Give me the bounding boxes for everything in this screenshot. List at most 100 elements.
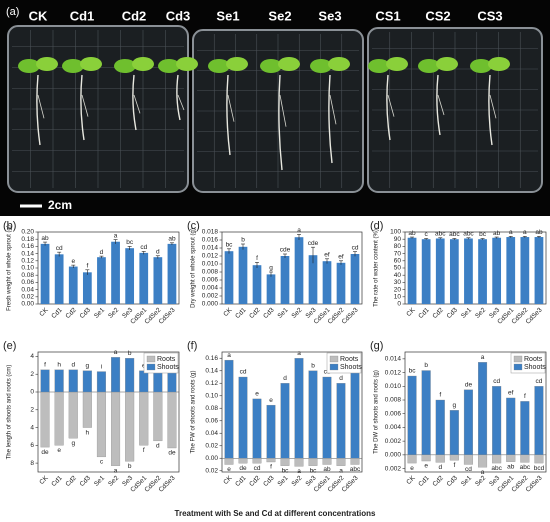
significance-letter: cd [352,244,359,251]
bar [125,391,135,462]
root [488,74,493,146]
y-tick-label: 0.12 [21,258,34,265]
legend-swatch [146,355,156,363]
y-tick-label: 10 [394,294,402,301]
x-tick-label: Se2 [474,306,487,319]
bar [238,458,248,464]
y-tick-label: 0.08 [21,272,34,279]
bar [54,254,64,304]
x-tick-label: Cd1 [50,474,64,488]
photo-label: CK [29,8,48,23]
x-tick-label: Se1 [93,306,106,319]
y-tick-label: 2 [30,406,34,413]
y-axis-title: Fresh weight of whole sprout (g) [7,225,13,311]
y-tick-label: 0.06 [205,417,218,424]
bar [167,391,177,449]
root [133,94,141,114]
y-tick-label: 0.002 [202,293,219,300]
plot-frame [404,351,547,473]
significance-letter: b [424,362,428,369]
bar [125,358,135,393]
y-tick-label: 0.002 [385,438,402,445]
bar [82,391,92,428]
bar [350,254,360,304]
x-tick-label: Cd2 [431,474,445,488]
root [387,94,395,117]
bar [435,454,445,463]
bar [68,266,78,304]
bar [478,239,487,304]
significance-letter: bc [282,467,290,474]
root [132,74,137,131]
bar [407,237,417,304]
significance-letter: abc [435,230,446,237]
bar [125,248,135,304]
y-tick-label: 30 [394,279,402,286]
x-tick-label: Se2 [107,474,120,487]
y-tick-label: 80 [394,243,402,250]
significance-letter: a [481,469,485,476]
significance-letter: c [425,231,429,238]
y-tick-label: 0.08 [205,405,218,412]
y-tick-label: 0.04 [205,430,218,437]
y-tick-label: 60 [394,258,402,265]
significance-letter: f [44,361,46,368]
bar [421,454,431,462]
y-tick-label: 8 [30,460,34,467]
legend-label: Shoots [524,364,546,371]
y-tick-label: 0.16 [21,243,34,250]
y-axis-title: Dry weight of whole sprout (g) [191,228,197,308]
significance-letter: ab [41,235,49,242]
x-tick-label: Se2 [107,306,120,319]
y-tick-label: 0.008 [202,269,219,276]
significance-letter: e [227,466,231,473]
x-tick-label: Cd2 [248,306,262,320]
y-axis-title: The length of shoots and roots (cm) [7,365,13,460]
bar [407,454,417,464]
x-tick-label: CK [222,306,234,318]
significance-letter: e [424,463,428,470]
significance-letter: d [156,443,160,450]
panel-label: (c) [187,220,200,232]
bar [435,399,445,456]
y-tick-label: 4 [30,424,34,431]
root [328,74,333,164]
bar [280,383,290,459]
plot-frame [37,351,180,473]
x-tick-label: Cd1 [417,306,431,320]
leaf [386,57,408,71]
bar [463,389,473,456]
significance-letter: a [114,467,118,474]
x-tick-label: CK [38,474,50,486]
bar [252,265,262,304]
bar [350,458,360,465]
significance-letter: d [283,375,287,382]
y-tick-label: 0.12 [205,380,218,387]
y-tick-label: 50 [394,265,402,272]
y-tick-label: 0.14 [21,250,34,257]
significance-letter: a [297,350,301,357]
bar [449,410,459,456]
significance-letter: g [86,362,90,369]
significance-letter: b [128,350,132,357]
photo-label: Se2 [268,8,291,23]
significance-letter: d [100,249,104,256]
bar [68,369,78,393]
x-tick-label: Se2 [290,306,303,319]
legend-label: Shoots [157,364,179,371]
significance-letter: bc [126,239,134,246]
root [436,74,441,136]
photo-label: CS3 [477,8,502,23]
panel-label: (e) [3,340,16,352]
significance-letter: g [269,265,273,272]
x-tick-label: Cd1 [234,306,248,320]
y-tick-label: 40 [394,272,402,279]
bar [336,383,346,459]
significance-letter: f [453,462,455,469]
significance-letter: e [269,397,273,404]
bar [294,358,304,459]
y-tick-label: 0.14 [205,367,218,374]
significance-letter: b [311,362,315,369]
bar [421,370,431,456]
bar [111,241,120,304]
